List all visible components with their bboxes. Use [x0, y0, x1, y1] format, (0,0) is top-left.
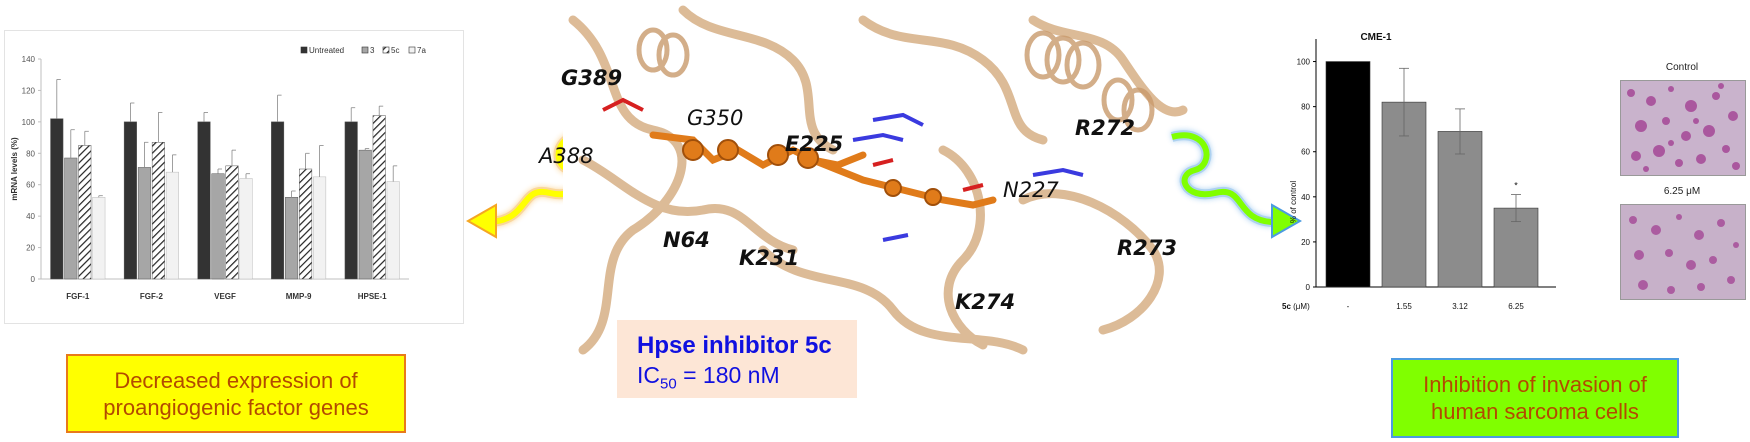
bar [344, 121, 358, 280]
y-axis-title: % of control [1289, 181, 1298, 223]
bar [151, 142, 165, 280]
right-caption-line1: Inhibition of invasion of [1423, 372, 1647, 397]
y-tick-label: 80 [1301, 103, 1310, 112]
residue-g350-label: G350 [687, 106, 744, 130]
decreased-expression-caption: Decreased expression of proangiogenic fa… [66, 354, 406, 433]
bar [137, 167, 151, 280]
inhibitor-title: Hpse inhibitor 5c [637, 332, 832, 359]
x-axis-title-prefix: 5c [1282, 302, 1291, 311]
legend-label: Untreated [309, 46, 344, 55]
y-tick-label: 60 [26, 181, 35, 190]
significance-star: * [1514, 181, 1518, 191]
y-tick-label: 80 [26, 149, 35, 158]
left-caption-line1: Decreased expression of [114, 367, 358, 393]
right-caption-line2: human sarcoma cells [1431, 399, 1639, 424]
left-caption-line2: proangiogenic factor genes [103, 394, 369, 420]
category-label: HPSE-1 [358, 292, 387, 301]
bar [313, 176, 327, 280]
bar [271, 121, 285, 280]
category-label: 6.25 [1508, 302, 1524, 311]
residue-r272-label: R272 [1075, 116, 1136, 140]
bar [239, 178, 253, 280]
y-tick-label: 100 [1297, 58, 1311, 67]
bar [225, 165, 239, 280]
dose-image-label: 6.25 μM [1663, 186, 1701, 197]
residue-n64-label: N64 [663, 228, 710, 252]
x-axis-title-unit: (μM) [1291, 302, 1310, 311]
residue-n227-label: N227 [1003, 178, 1059, 202]
legend-label: 7a [417, 46, 426, 55]
y-tick-label: 20 [26, 244, 35, 253]
y-tick-label: 20 [1301, 238, 1310, 247]
inhibitor-info-box: Hpse inhibitor 5c IC50 = 180 nM [617, 320, 857, 398]
ic-prefix: IC [637, 362, 660, 388]
legend-swatch [300, 46, 308, 54]
ic-subscript: 50 [660, 375, 677, 393]
bar [123, 121, 137, 280]
control-microscopy-image [1620, 80, 1746, 176]
category-label: FGF-1 [66, 292, 90, 301]
bar [1325, 61, 1371, 288]
y-tick-label: 100 [22, 118, 36, 127]
category-label: - [1347, 302, 1350, 311]
bar [165, 171, 179, 280]
y-axis-title: mRNA levels (%) [10, 137, 19, 201]
bar [78, 145, 92, 280]
protein-structure-image: G389 G350 A388 E225 R272 N227 N64 K231 R… [539, 0, 1191, 362]
category-label: 1.55 [1396, 302, 1412, 311]
inhibition-invasion-caption: Inhibition of invasion of human sarcoma … [1391, 358, 1679, 438]
treated-microscopy-image [1620, 204, 1746, 300]
legend-swatch [408, 46, 416, 54]
x-axis-title: 5c (μM) [1282, 302, 1310, 311]
protein-ribbon-drawing [563, 0, 1191, 362]
mrna-levels-chart-panel: 0 20 40 60 80 100 120 140 mRNA levels (%) Untreat… [4, 30, 464, 324]
bar [299, 168, 313, 280]
residue-k231-label: K231 [739, 246, 800, 270]
bar [197, 121, 211, 280]
bar [211, 173, 225, 280]
right-wavy-arrow [1170, 130, 1303, 239]
residue-e225-label: E225 [785, 132, 844, 156]
bar [92, 197, 106, 280]
bar [372, 115, 386, 280]
legend-label: 5c [391, 46, 399, 55]
legend-swatch [361, 46, 369, 54]
bar [358, 149, 372, 280]
y-tick-label: 140 [22, 55, 36, 64]
chart-title: CME-1 [1360, 32, 1392, 43]
y-tick-label: 0 [31, 275, 36, 284]
category-label: VEGF [214, 292, 236, 301]
bar [1437, 131, 1483, 288]
residue-g389-label: G389 [561, 66, 623, 90]
mrna-levels-chart: 0 20 40 60 80 100 120 140 mRNA levels (%) Untreat… [10, 46, 426, 301]
y-tick-label: 60 [1301, 148, 1310, 157]
bar [64, 157, 78, 280]
y-tick-label: 40 [1301, 193, 1310, 202]
inhibitor-ic50: IC50 = 180 nM [637, 362, 857, 393]
residue-k274-label: K274 [955, 290, 1016, 314]
control-image-label: Control [1665, 62, 1699, 73]
residue-a388-label: A388 [539, 144, 594, 168]
bar [50, 118, 64, 280]
bar [386, 181, 400, 280]
y-tick-label: 120 [22, 86, 36, 95]
y-tick-label: 0 [1306, 283, 1311, 292]
invasion-chart: CME-1 0 20 40 60 80 100 % of control - 1.55 3.12 6.… [1282, 32, 1556, 311]
category-label: MMP-9 [286, 292, 312, 301]
y-tick-label: 40 [26, 212, 35, 221]
residue-r273-label: R273 [1117, 236, 1178, 260]
ic-value: = 180 nM [676, 362, 780, 388]
bar [285, 197, 299, 280]
category-label: 3.12 [1452, 302, 1468, 311]
category-label: FGF-2 [140, 292, 164, 301]
legend-swatch [382, 46, 390, 54]
legend-label: 3 [370, 46, 375, 55]
